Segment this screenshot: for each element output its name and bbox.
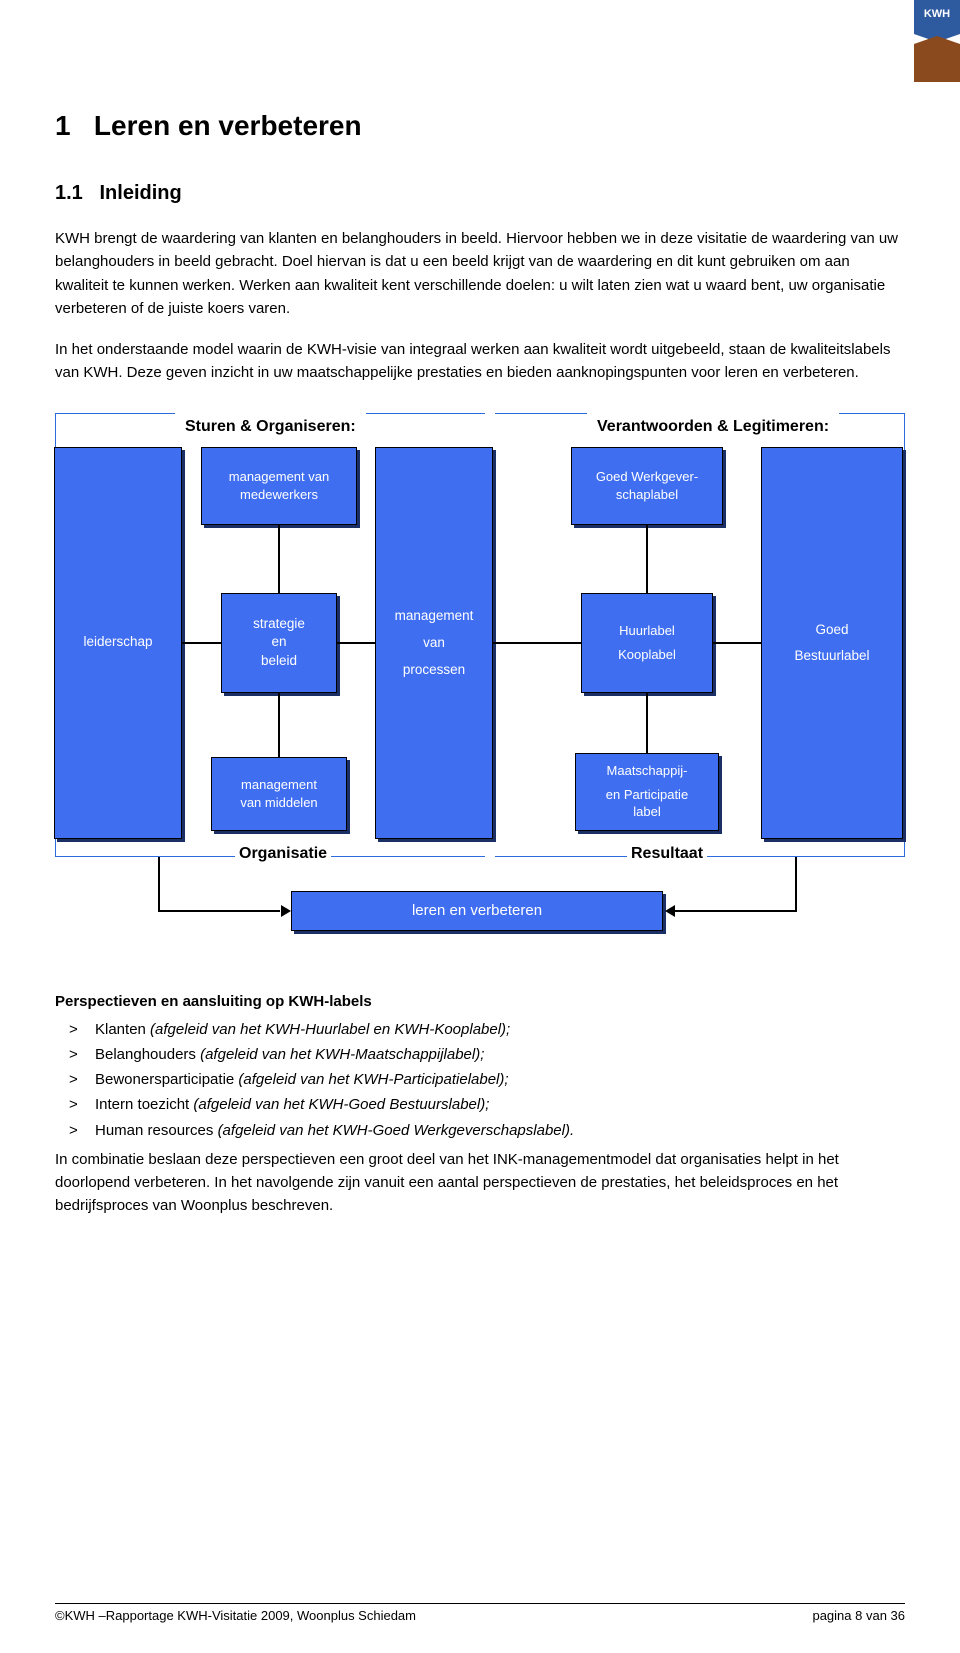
connector: [675, 910, 797, 912]
label: leren en verbeteren: [412, 902, 542, 919]
box-maatschappij: Maatschappij- en Participatie label: [575, 753, 719, 831]
label: Maatschappij-: [607, 762, 688, 780]
box-mgmt-medewerkers: management van medewerkers: [201, 447, 357, 525]
connector: [278, 525, 280, 593]
bullet-text: Bewonersparticipatie: [95, 1071, 238, 1088]
bullet-italic: (afgeleid van het KWH-Goed Bestuurslabel…: [193, 1096, 489, 1113]
list-item: Klanten (afgeleid van het KWH-Huurlabel …: [55, 1018, 905, 1041]
arrow-left-icon: [665, 905, 675, 917]
connector: [182, 642, 221, 644]
footer-left: ©KWH –Rapportage KWH-Visitatie 2009, Woo…: [55, 1608, 416, 1623]
box-mgmt-processen: management van processen: [375, 447, 493, 839]
list-item: Human resources (afgeleid van het KWH-Go…: [55, 1119, 905, 1142]
label: management van: [229, 468, 329, 486]
bullet-text: Human resources: [95, 1122, 218, 1139]
label: Bestuurlabel: [794, 643, 869, 669]
connector: [158, 910, 280, 912]
label-organisatie: Organisatie: [235, 845, 331, 863]
bullet-italic: (afgeleid van het KWH-Goed Werkgeverscha…: [218, 1122, 575, 1139]
label: medewerkers: [240, 486, 318, 504]
chapter-heading: 1 Leren en verbeteren: [55, 110, 905, 142]
page-footer: ©KWH –Rapportage KWH-Visitatie 2009, Woo…: [55, 1603, 905, 1623]
section-number: 1.1: [55, 182, 83, 204]
label-resultaat: Resultaat: [627, 845, 707, 863]
label: Goed Werkgever-: [596, 468, 698, 486]
connector: [493, 642, 581, 644]
chapter-title: Leren en verbeteren: [94, 110, 362, 141]
bullet-text: Klanten: [95, 1021, 150, 1038]
connector: [337, 642, 375, 644]
box-leiderschap-label: leiderschap: [83, 633, 152, 651]
label: en Participatie: [606, 786, 688, 804]
footer-right: pagina 8 van 36: [812, 1608, 905, 1623]
bullet-italic: (afgeleid van het KWH-Huurlabel en KWH-K…: [150, 1021, 510, 1038]
paragraph-3: In combinatie beslaan deze perspectieven…: [55, 1148, 905, 1218]
perspectives-heading: Perspectieven en aansluiting op KWH-labe…: [55, 993, 905, 1010]
section-title: Inleiding: [99, 182, 181, 204]
box-leren-verbeteren: leren en verbeteren: [291, 891, 663, 931]
label: beleid: [261, 652, 297, 670]
box-strategie: strategie en beleid: [221, 593, 337, 693]
frame-left-title: Sturen & Organiseren:: [175, 412, 366, 442]
bullet-italic: (afgeleid van het KWH-Participatielabel)…: [238, 1071, 508, 1088]
box-bestuurlabel: Goed Bestuurlabel: [761, 447, 903, 839]
perspectives-list: Klanten (afgeleid van het KWH-Huurlabel …: [55, 1018, 905, 1142]
label: van: [423, 629, 445, 656]
connector: [646, 693, 648, 753]
connector: [158, 857, 160, 912]
paragraph-1: KWH brengt de waardering van klanten en …: [55, 227, 905, 320]
connector: [795, 857, 797, 911]
box-mgmt-middelen: management van middelen: [211, 757, 347, 831]
list-item: Belanghouders (afgeleid van het KWH-Maat…: [55, 1043, 905, 1066]
list-item: Bewonersparticipatie (afgeleid van het K…: [55, 1068, 905, 1091]
list-item: Intern toezicht (afgeleid van het KWH-Go…: [55, 1093, 905, 1116]
label: label: [633, 803, 660, 821]
kwh-logo: KWH: [914, 0, 960, 82]
section-heading: 1.1 Inleiding: [55, 182, 905, 205]
box-leiderschap: leiderschap: [54, 447, 182, 839]
page: KWH 1 Leren en verbeteren 1.1 Inleiding …: [0, 0, 960, 1653]
box-huurlabel: Huurlabel Kooplabel: [581, 593, 713, 693]
label: strategie: [253, 615, 305, 633]
label: Kooplabel: [618, 643, 676, 666]
paragraph-2: In het onderstaande model waarin de KWH-…: [55, 338, 905, 385]
label: Huurlabel: [619, 619, 675, 642]
connector: [646, 525, 648, 593]
label: schaplabel: [616, 486, 678, 504]
label: management: [241, 776, 317, 794]
label: van middelen: [240, 794, 317, 812]
label: Goed: [815, 617, 848, 643]
frame-right-title: Verantwoorden & Legitimeren:: [587, 412, 839, 442]
bullet-text: Intern toezicht: [95, 1096, 193, 1113]
logo-text: KWH: [914, 0, 960, 34]
connector: [713, 642, 761, 644]
arrow-right-icon: [281, 905, 291, 917]
bullet-italic: (afgeleid van het KWH-Maatschappijlabel)…: [200, 1046, 484, 1063]
box-werkgeverschap: Goed Werkgever- schaplabel: [571, 447, 723, 525]
chapter-number: 1: [55, 110, 71, 141]
bullet-text: Belanghouders: [95, 1046, 200, 1063]
label: management: [395, 602, 474, 629]
connector: [278, 693, 280, 757]
label: en: [271, 633, 286, 651]
label: processen: [403, 656, 465, 683]
ink-model-diagram: Sturen & Organiseren: Verantwoorden & Le…: [55, 413, 905, 953]
logo-shape: [914, 44, 960, 82]
